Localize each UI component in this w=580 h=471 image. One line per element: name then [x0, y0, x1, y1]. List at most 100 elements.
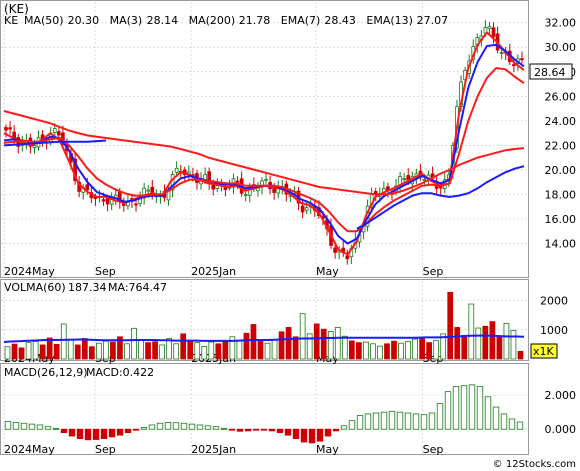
macd-bar — [452, 386, 460, 430]
volume-bar — [159, 344, 165, 360]
macd-bar — [140, 427, 148, 430]
volume-bar — [292, 336, 299, 360]
candle — [487, 26, 492, 29]
volume-bar — [166, 338, 172, 360]
volume-bar — [25, 342, 32, 360]
candle — [512, 64, 516, 67]
macd-bar — [116, 428, 124, 436]
candle — [57, 131, 61, 136]
macd-bar — [380, 411, 388, 430]
legend-value-2: 21.78 — [239, 14, 270, 27]
volume-bar — [489, 321, 496, 360]
macd-bar — [124, 428, 132, 434]
volume-bar — [250, 324, 257, 360]
volume-bar — [243, 332, 250, 360]
vol-y-tick-label: 2000 — [540, 295, 568, 308]
macd-bar — [68, 428, 76, 437]
price-x-label-3: May — [316, 265, 339, 278]
macd-bar — [220, 427, 228, 430]
macd-bar — [388, 410, 396, 430]
macd-bar — [148, 424, 156, 430]
macd-bar — [268, 428, 276, 432]
volume-bar — [503, 322, 510, 360]
volume-bar — [208, 341, 215, 360]
macd-bar — [180, 422, 188, 430]
volume-bar — [363, 341, 369, 360]
macd-bar — [348, 420, 356, 430]
candle — [211, 184, 216, 190]
y-tick-label: 32.00 — [545, 17, 577, 30]
macd-bar — [412, 413, 420, 430]
legend-value-3: 28.43 — [324, 14, 356, 27]
macd-bar — [164, 421, 172, 430]
candle — [422, 179, 427, 181]
series-line-ema-13- — [3, 67, 525, 233]
volume-bar — [180, 333, 187, 360]
macd-x-label-3: May — [316, 443, 339, 456]
macd-bar — [492, 406, 500, 430]
legend-item-1: MA(3) — [110, 14, 143, 27]
volume-bar — [327, 331, 334, 360]
y-tick-label: 18.00 — [545, 188, 577, 201]
vol-y-tick-label: 1000 — [540, 324, 568, 337]
macd-bar — [252, 428, 260, 431]
macd-bar — [236, 428, 244, 432]
candle — [264, 179, 268, 181]
volma-ma-label: MA:764.47 — [108, 281, 167, 294]
y-tick-label: 24.00 — [545, 115, 577, 128]
volume-bar — [384, 343, 390, 360]
volume-bar — [194, 342, 201, 360]
volume-unit-tag: x1K — [530, 343, 558, 359]
macd-bar — [100, 428, 108, 440]
price-x-label-0: 2024May — [4, 265, 55, 278]
macd-bar — [156, 422, 164, 430]
volume-bar — [370, 343, 376, 360]
macd-bar — [244, 428, 252, 432]
candle — [142, 187, 146, 199]
macd-bar — [332, 428, 340, 432]
macd-bar — [260, 428, 268, 431]
volume-bar — [447, 291, 454, 360]
volume-bar — [341, 335, 348, 360]
ticker-label: (KE) — [4, 2, 29, 16]
macd-bar — [500, 413, 508, 430]
volume-bar — [215, 343, 222, 360]
volume-bar — [39, 344, 46, 360]
macd-value-label: MACD:0.422 — [86, 366, 154, 379]
series-line-ma-50- — [3, 139, 107, 147]
macd-bar — [508, 418, 516, 430]
candle — [138, 198, 142, 204]
legend-item-4: EMA(13) — [366, 14, 413, 27]
candle — [4, 127, 8, 131]
macd-bar — [4, 421, 12, 430]
volume-bar — [173, 343, 180, 360]
volume-bar — [53, 343, 60, 360]
macd-bar — [404, 412, 412, 430]
volume-bar — [131, 327, 137, 360]
macd-bar — [20, 422, 28, 430]
candle — [398, 176, 402, 187]
macd-bar — [60, 428, 68, 434]
volume-bar — [377, 345, 383, 360]
macd-bar — [444, 391, 452, 430]
y-tick-label: 20.00 — [545, 164, 577, 177]
price-panel — [0, 0, 529, 278]
price-x-label-1: Sep — [95, 265, 116, 278]
macd-bar — [204, 425, 212, 430]
macd-bar — [316, 428, 324, 442]
last-price-label: 28.64 — [534, 66, 566, 79]
macd-grid: 0.000 2.000 2024May Sep 2025Jan May Sep — [1, 365, 576, 456]
legend-symbol: KE — [4, 14, 18, 27]
macd-x-label-4: Sep — [423, 443, 444, 456]
volume-bar — [138, 339, 144, 360]
volume-bar — [313, 323, 320, 360]
candle — [8, 127, 12, 130]
volume-bar — [405, 341, 411, 360]
macd-bar — [324, 428, 332, 437]
volume-legend: VOLMA(60) 187.34 MA:764.47 — [4, 281, 167, 294]
candle — [134, 203, 138, 206]
candle — [101, 199, 106, 202]
legend-item-0: MA(50) — [24, 14, 64, 27]
y-tick-label: 16.00 — [545, 213, 577, 226]
